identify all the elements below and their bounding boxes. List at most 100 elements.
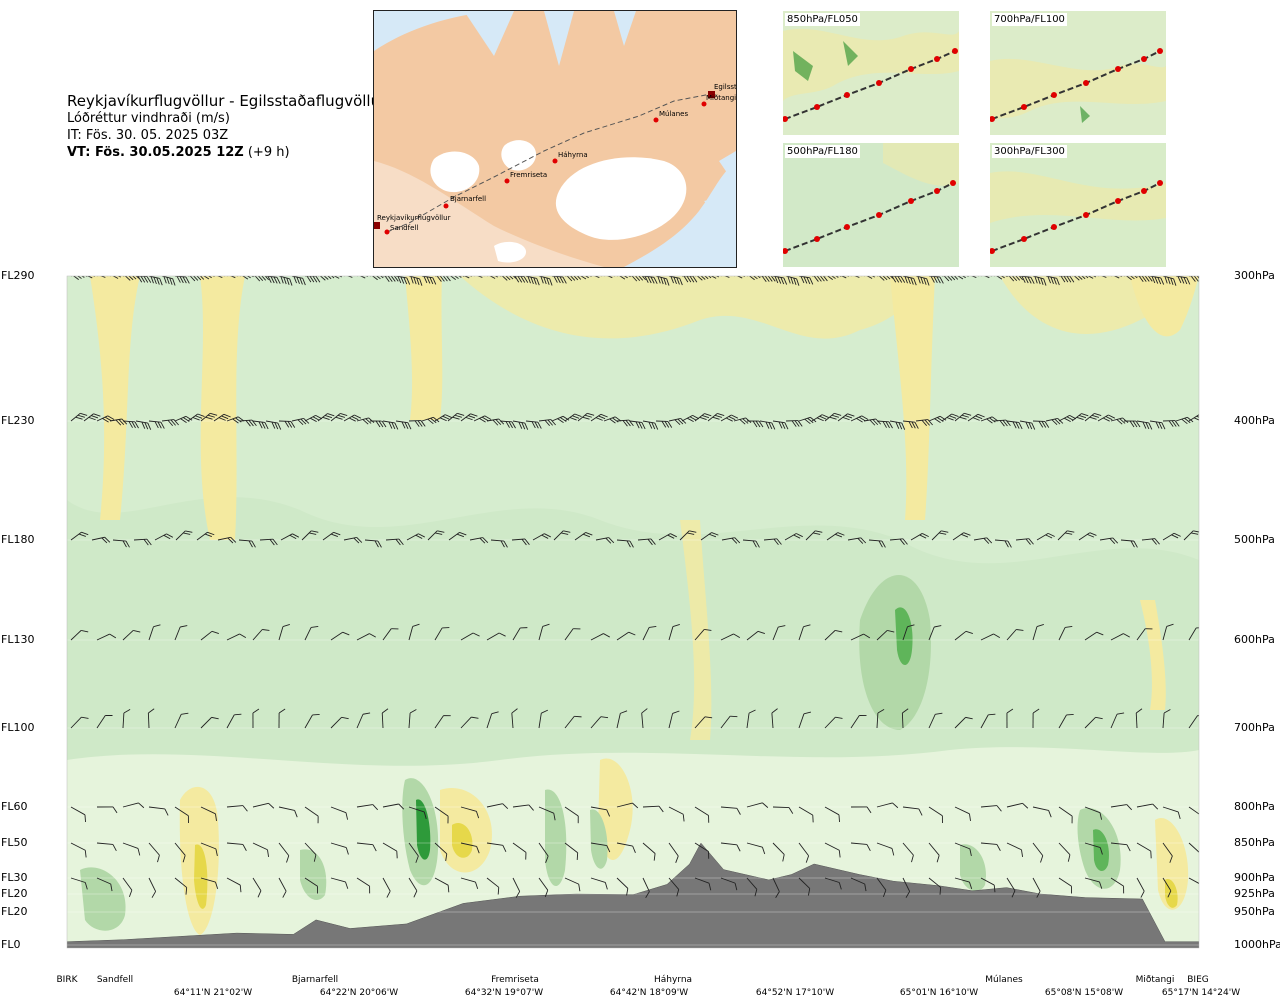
wind-barb (538, 709, 549, 729)
wind-barb (133, 538, 152, 546)
wind-barb (668, 877, 680, 897)
wind-barb (564, 628, 581, 641)
wind-barb (447, 412, 465, 422)
wind-barb (161, 276, 176, 286)
wind-barb (837, 413, 855, 422)
wind-barb (629, 276, 647, 282)
wind-barb (109, 418, 128, 426)
wind-barb (174, 806, 189, 823)
wind-barb (798, 711, 812, 729)
wind-barb (931, 530, 949, 541)
wind-barb (1032, 708, 1040, 729)
wind-barb (356, 712, 371, 729)
wind-barb (954, 806, 971, 822)
wind-barb (928, 806, 943, 823)
wind-barb (577, 412, 595, 422)
valid-time-main: VT: Fös. 30.05.2025 12Z (67, 145, 244, 160)
wind-barb (1058, 877, 1072, 894)
updraft-low-4 (1155, 818, 1189, 910)
wind-barb (564, 877, 581, 892)
wind-barb (655, 420, 673, 428)
mini-map-700-svg (990, 11, 1166, 135)
wind-barb (876, 802, 899, 809)
wind-barb (1032, 877, 1041, 898)
wind-barb (746, 802, 769, 808)
flight-level-label: FL0 (1, 938, 21, 951)
wind-barb (408, 709, 417, 729)
wind-barb (1110, 842, 1131, 852)
wind-barb (70, 716, 89, 729)
downdraft-mid-core (895, 607, 913, 665)
wind-barb (785, 276, 800, 286)
map-point-bjarnarfell (443, 203, 449, 209)
wind-barb (1110, 417, 1129, 425)
wind-barb (876, 709, 885, 729)
wind-barb (96, 806, 118, 814)
wind-barb (122, 420, 139, 429)
downdraft-low-2 (545, 789, 567, 887)
wind-barb (406, 533, 425, 541)
wind-barb (1149, 420, 1166, 430)
pressure-level-label: 600hPa (1234, 633, 1275, 646)
wind-barb (382, 877, 391, 898)
wind-barb (70, 531, 89, 541)
wind-barb (1110, 633, 1130, 641)
map-label-sandfell: Sandfell (390, 224, 418, 232)
wind-barb (694, 629, 712, 641)
wind-barb (382, 628, 399, 641)
wind-barb (1175, 276, 1191, 285)
wind-barb (427, 530, 445, 541)
map-point-sandfell (384, 229, 390, 235)
wind-barb (408, 877, 418, 898)
wind-barb (655, 276, 670, 286)
wind-barb (824, 629, 843, 641)
wind-barb (980, 713, 996, 729)
pressure-level-label: 500hPa (1234, 533, 1275, 546)
wind-barb (759, 276, 776, 282)
mini-map-500-svg (783, 143, 959, 267)
wind-barb (122, 802, 145, 809)
wind-barb (720, 715, 738, 729)
wind-barb (408, 420, 426, 427)
wind-barb (364, 539, 382, 548)
mini-map-500: 500hPa/FL180 (783, 143, 959, 267)
wind-barb (733, 276, 745, 279)
coordinate-label: 64°42'N 18°09'W (609, 988, 689, 998)
mini-map-850-svg (783, 11, 959, 135)
wind-barb (148, 806, 169, 816)
wind-barb (1032, 806, 1052, 818)
wind-barb (1084, 806, 1103, 820)
flight-level-label: FL100 (1, 721, 35, 734)
wind-barb (733, 417, 752, 425)
wind-barb (96, 415, 115, 423)
plot-frame (66, 275, 1200, 949)
wind-barb (1058, 625, 1073, 641)
wind-barb (460, 632, 480, 641)
wind-barb (694, 842, 710, 859)
wind-barb (720, 414, 739, 422)
wind-barb (590, 633, 610, 641)
flight-level-label: FL30 (1, 871, 28, 884)
wind-barb (798, 842, 810, 863)
downdraft-low-1-core (416, 799, 431, 860)
pressure-level-label: 950hPa (1234, 905, 1275, 918)
wind-barb (122, 877, 133, 898)
wind-barb (1071, 413, 1089, 422)
wind-barb (278, 420, 296, 428)
map-label-fremriseta: Fremriseta (510, 171, 547, 179)
wind-barb (83, 276, 95, 279)
wind-barb (70, 877, 88, 890)
wind-barb (382, 276, 399, 282)
wind-barb (174, 625, 188, 641)
wind-barb (772, 625, 786, 641)
north-fjords (464, 11, 636, 66)
wind-barb (590, 716, 609, 729)
wind-barb (322, 531, 341, 541)
station-label: Bjarnarfell (291, 975, 339, 985)
wind-barb (1058, 842, 1071, 862)
wind-barb (1032, 420, 1050, 428)
flight-level-label: FL180 (1, 533, 35, 546)
wind-barb (356, 276, 368, 279)
wind-barb (590, 276, 602, 279)
wind-barb (317, 413, 335, 422)
